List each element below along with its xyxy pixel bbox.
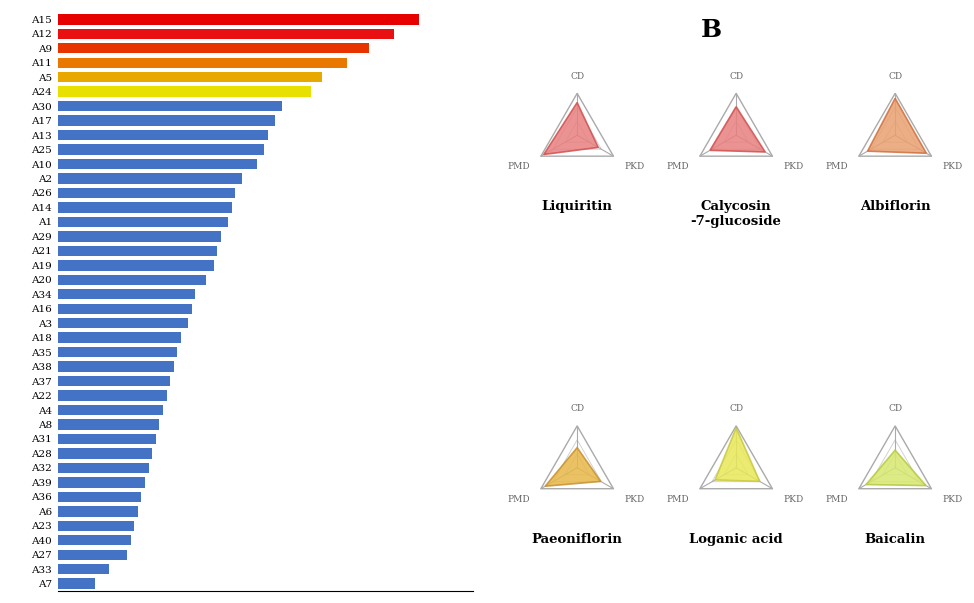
Bar bbox=[58, 144, 264, 155]
Bar bbox=[58, 115, 275, 126]
Bar bbox=[58, 318, 188, 329]
Bar bbox=[58, 289, 196, 300]
Polygon shape bbox=[543, 103, 598, 154]
Text: PMD: PMD bbox=[507, 162, 530, 171]
Text: PKD: PKD bbox=[624, 162, 645, 171]
Bar bbox=[58, 361, 173, 372]
Text: PMD: PMD bbox=[825, 162, 848, 171]
Bar bbox=[58, 434, 156, 444]
Text: CD: CD bbox=[730, 72, 743, 81]
Text: Paeoniflorin: Paeoniflorin bbox=[532, 532, 622, 546]
Text: PKD: PKD bbox=[783, 162, 804, 171]
Text: Calycosin
-7-glucoside: Calycosin -7-glucoside bbox=[691, 200, 781, 228]
Text: CD: CD bbox=[888, 72, 902, 81]
Bar bbox=[58, 376, 170, 387]
Bar bbox=[58, 463, 149, 473]
Bar bbox=[58, 549, 127, 560]
Text: PKD: PKD bbox=[942, 495, 962, 504]
Bar bbox=[58, 72, 321, 83]
Bar bbox=[58, 390, 167, 401]
Bar bbox=[58, 535, 131, 546]
Bar bbox=[58, 303, 192, 314]
Text: Albiflorin: Albiflorin bbox=[860, 200, 930, 213]
Text: PKD: PKD bbox=[942, 162, 962, 171]
Text: CD: CD bbox=[888, 405, 902, 413]
Text: CD: CD bbox=[570, 72, 584, 81]
Text: Baicalin: Baicalin bbox=[865, 532, 925, 546]
Text: CD: CD bbox=[570, 405, 584, 413]
Bar bbox=[58, 347, 177, 358]
Bar bbox=[58, 86, 311, 97]
Bar bbox=[58, 101, 282, 112]
Bar bbox=[58, 57, 347, 68]
Text: B: B bbox=[700, 18, 722, 42]
Bar bbox=[58, 202, 232, 213]
Bar bbox=[58, 130, 268, 140]
Bar bbox=[58, 216, 228, 227]
Polygon shape bbox=[866, 450, 926, 485]
Text: PKD: PKD bbox=[624, 495, 645, 504]
Text: CD: CD bbox=[730, 405, 743, 413]
Bar bbox=[58, 245, 217, 256]
Bar bbox=[58, 448, 152, 459]
Bar bbox=[58, 231, 221, 242]
Bar bbox=[58, 419, 160, 430]
Text: PMD: PMD bbox=[825, 495, 848, 504]
Text: PMD: PMD bbox=[666, 162, 689, 171]
Text: PMD: PMD bbox=[666, 495, 689, 504]
Polygon shape bbox=[545, 447, 601, 486]
Bar bbox=[58, 173, 243, 184]
Bar bbox=[58, 405, 163, 415]
Bar bbox=[58, 260, 213, 271]
Bar bbox=[58, 14, 419, 25]
Text: Liquiritin: Liquiritin bbox=[542, 200, 613, 213]
Polygon shape bbox=[868, 98, 926, 153]
Text: PMD: PMD bbox=[507, 495, 530, 504]
Bar bbox=[58, 506, 137, 517]
Bar bbox=[58, 332, 181, 343]
Bar bbox=[58, 274, 206, 285]
Bar bbox=[58, 159, 257, 169]
Bar bbox=[58, 43, 368, 54]
Polygon shape bbox=[710, 107, 766, 152]
Bar bbox=[58, 28, 393, 39]
Bar bbox=[58, 188, 235, 198]
Text: Loganic acid: Loganic acid bbox=[690, 532, 783, 546]
Bar bbox=[58, 520, 134, 531]
Bar bbox=[58, 477, 145, 488]
Bar bbox=[58, 491, 141, 502]
Bar bbox=[58, 578, 94, 589]
Text: PKD: PKD bbox=[783, 495, 804, 504]
Polygon shape bbox=[715, 428, 760, 481]
Bar bbox=[58, 564, 109, 575]
